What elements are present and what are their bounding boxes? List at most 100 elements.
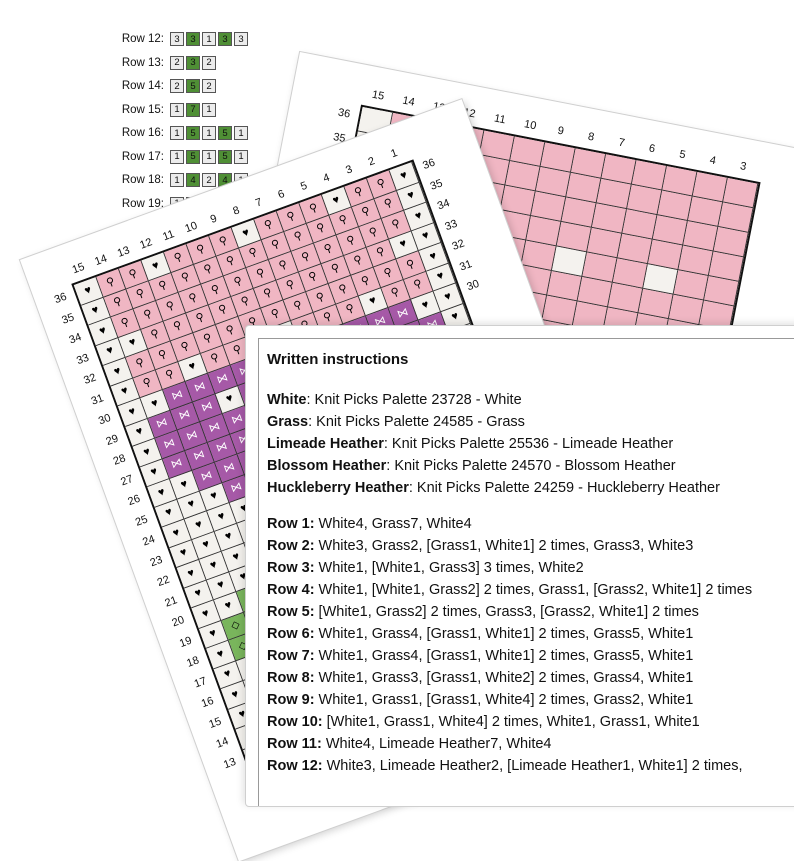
- row-label: Row 12:: [267, 758, 323, 774]
- row-label: Row 1:: [267, 516, 315, 532]
- column-number: 9: [556, 124, 565, 138]
- tally-row-label: Row 14:: [121, 80, 164, 92]
- yarn-name: Blossom Heather: [267, 458, 387, 474]
- tally-count-white: 2: [202, 55, 216, 70]
- tally-row: Row 12: 3 3 1 3 3: [118, 30, 250, 48]
- column-number: 15: [370, 88, 386, 103]
- column-number: 8: [586, 130, 596, 144]
- column-number: 1: [389, 146, 400, 161]
- tally-count-green: 5: [186, 79, 200, 93]
- row-instruction: Row 9: White1, Grass1, [Grass1, White4] …: [267, 689, 794, 711]
- column-number: 4: [321, 171, 332, 185]
- row-number: 25: [133, 512, 150, 529]
- row-number: 36: [336, 106, 352, 121]
- tally-row-label: Row 15:: [121, 103, 164, 116]
- column-number: 10: [183, 219, 200, 236]
- tally-count-white: 1: [202, 126, 216, 140]
- column-number: 12: [138, 236, 154, 252]
- column-number: 13: [115, 244, 132, 260]
- column-number: 11: [493, 112, 507, 127]
- column-number: 8: [231, 204, 242, 218]
- row-number: 15: [207, 714, 223, 731]
- row-label: Row 3:: [267, 560, 315, 576]
- row-number: 18: [185, 654, 201, 670]
- column-number: 5: [299, 179, 309, 194]
- tally-row-label: Row 18:: [121, 174, 164, 186]
- tally-count-green: 5: [186, 126, 200, 140]
- row-text: White1, Grass3, [Grass1, White2] 2 times…: [314, 670, 694, 686]
- yarn-description: : Knit Picks Palette 23728 - White: [306, 392, 522, 408]
- row-number: 32: [450, 237, 467, 253]
- row-number: 36: [52, 290, 69, 307]
- row-text: White3, Grass2, [Grass1, White1] 2 times…: [314, 538, 694, 554]
- column-number: 6: [276, 187, 287, 202]
- row-instruction: Row 10: [White1, Grass1, White4] 2 times…: [267, 711, 794, 733]
- tally-count-white: 2: [202, 79, 216, 93]
- tally-row-label: Row 19:: [121, 197, 164, 210]
- tally-count-green: 3: [186, 32, 200, 46]
- yarn-name: Limeade Heather: [267, 436, 384, 452]
- tally-row: Row 16: 1 5 1 5 1: [118, 124, 250, 142]
- row-text: [White1, Grass1, White4] 2 times, White1…: [322, 714, 700, 730]
- tally-count-green: 7: [186, 102, 200, 117]
- tally-count-white: 1: [234, 149, 248, 164]
- row-text: White3, Limeade Heather2, [Limeade Heath…: [322, 758, 743, 774]
- row-text: White1, [White1, Grass2] 2 times, Grass1…: [314, 582, 753, 598]
- tally-row-label: Row 16:: [121, 127, 164, 139]
- row-number: 33: [443, 217, 459, 233]
- row-number: 30: [96, 411, 113, 428]
- tally-count-white: 2: [170, 79, 184, 93]
- row-label: Row 11:: [267, 736, 322, 752]
- row-number: 24: [141, 533, 157, 549]
- row-instruction: Row 5: [White1, Grass2] 2 times, Grass3,…: [267, 601, 794, 623]
- written-instructions-card: Written instructions White: Knit Picks P…: [245, 325, 794, 807]
- row-number: 36: [421, 156, 437, 173]
- tally-count-green: 3: [186, 55, 200, 70]
- yarn-line: White: Knit Picks Palette 23728 - White: [267, 389, 794, 411]
- column-number: 3: [344, 163, 355, 177]
- row-text: White1, Grass4, [Grass1, White1] 2 times…: [314, 626, 694, 642]
- column-number: 3: [739, 160, 748, 174]
- row-instruction: Row 2: White3, Grass2, [Grass1, White1] …: [267, 535, 794, 557]
- tally-count-white: 1: [234, 126, 248, 140]
- row-label: Row 5:: [267, 604, 315, 620]
- yarn-list: White: Knit Picks Palette 23728 - White G…: [267, 389, 794, 499]
- column-number: 7: [253, 196, 264, 210]
- tally-count-white: 1: [170, 126, 184, 140]
- row-label: Row 6:: [267, 626, 315, 642]
- tally-row-label: Row 17:: [121, 150, 164, 163]
- row-text: White1, Grass1, [Grass1, White4] 2 times…: [314, 692, 694, 708]
- column-number: 4: [708, 154, 717, 168]
- tally-count-white: 1: [202, 149, 216, 164]
- row-number: 34: [435, 197, 452, 213]
- tally-count-white: 1: [170, 173, 184, 187]
- row-instruction: Row 3: White1, [White1, Grass3] 3 times,…: [267, 557, 794, 579]
- row-instruction: Row 7: White1, Grass4, [Grass1, White1] …: [267, 645, 794, 667]
- column-number: 15: [70, 260, 87, 277]
- yarn-description: : Knit Picks Palette 24259 - Huckleberry…: [408, 480, 720, 496]
- row-number: 28: [111, 452, 128, 468]
- tally-count-green: 5: [218, 149, 232, 164]
- row-instruction: Row 12: White3, Limeade Heather2, [Limea…: [267, 755, 794, 777]
- instructions-title: Written instructions: [267, 351, 409, 368]
- yarn-description: : Knit Picks Palette 24570 - Blossom Hea…: [386, 458, 676, 474]
- row-text: White1, Grass4, [Grass1, White1] 2 times…: [314, 648, 694, 664]
- tally-count-white: 1: [202, 102, 216, 117]
- row-number: 22: [155, 573, 172, 590]
- tally-row: Row 14: 2 5 2: [118, 77, 218, 95]
- row-instruction-list: Row 1: White4, Grass7, White4 Row 2: Whit…: [267, 513, 794, 777]
- yarn-line: Blossom Heather: Knit Picks Palette 2457…: [267, 455, 794, 477]
- yarn-description: : Knit Picks Palette 24585 - Grass: [308, 414, 525, 430]
- row-instruction: Row 1: White4, Grass7, White4: [267, 513, 794, 535]
- row-number: 20: [170, 613, 187, 630]
- row-number: 17: [192, 674, 209, 691]
- yarn-name: Grass: [267, 414, 309, 430]
- tally-count-white: 1: [170, 149, 184, 164]
- row-number: 31: [89, 391, 106, 408]
- row-number: 35: [428, 176, 445, 193]
- yarn-name: White: [267, 392, 307, 408]
- tally-row-label: Row 13:: [121, 56, 164, 69]
- yarn-line: Limeade Heather: Knit Picks Palette 2553…: [267, 433, 794, 455]
- column-number: 14: [93, 252, 109, 269]
- tally-row-label: Row 12:: [121, 33, 164, 45]
